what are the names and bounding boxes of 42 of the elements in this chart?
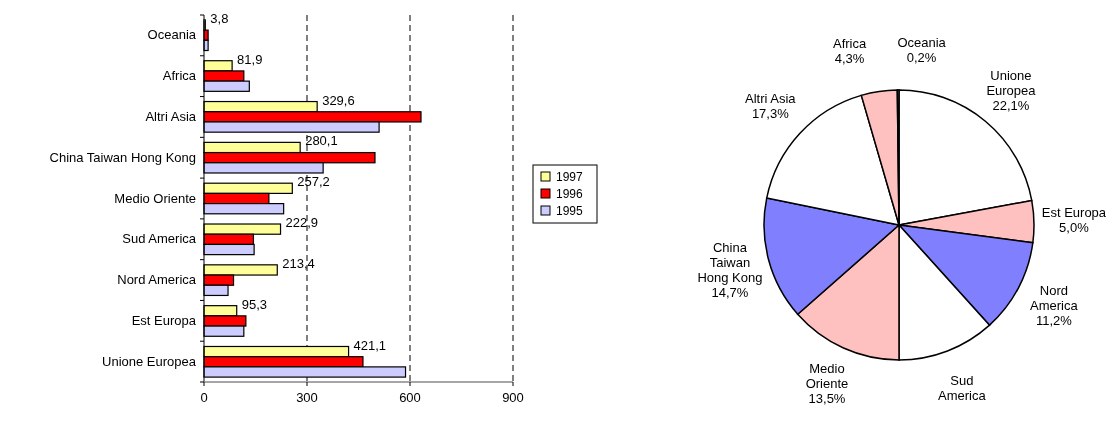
data-label: 280,1 <box>305 133 338 149</box>
y-tick-label: Est Europa <box>131 312 197 328</box>
data-label: 4,3% <box>834 51 865 67</box>
data-label: 257,2 <box>297 174 330 190</box>
data-label: 329,6 <box>322 92 355 108</box>
y-tick-label: Nord America <box>117 272 197 288</box>
slice-label: Medio Oriente <box>805 361 849 392</box>
legend-label: 1995 <box>556 204 584 218</box>
data-label: 22,1% <box>992 97 1030 113</box>
y-tick-label: Africa <box>162 68 197 84</box>
x-tick-label: 600 <box>399 390 421 405</box>
slice-label: China Taiwan Hong Kong <box>697 239 763 285</box>
x-tick-label: 0 <box>200 390 208 405</box>
x-tick-label: 300 <box>296 390 318 405</box>
x-tick-label: 900 <box>502 390 524 405</box>
slice-label: Sud America <box>938 372 987 403</box>
slice-label: Unione Europea <box>986 67 1037 98</box>
data-label: 213,4 <box>282 255 315 271</box>
data-label: 14,7% <box>711 284 749 300</box>
data-label: 222,9 <box>285 215 319 231</box>
legend-label: 1996 <box>556 187 584 201</box>
slice-label: Oceania <box>897 34 947 50</box>
data-label: 17,3% <box>751 105 790 121</box>
y-tick-label: Oceania <box>147 27 197 43</box>
slice-label: Nord America <box>1030 283 1079 314</box>
y-tick-label: Sud America <box>122 231 197 247</box>
data-label: 11,2% <box>1035 313 1073 329</box>
y-tick-label: Altri Asia <box>145 108 197 124</box>
data-label: 13,5% <box>808 391 846 407</box>
slice-label: Altri Asia <box>745 90 797 106</box>
data-label: 81,9 <box>237 51 263 67</box>
data-label: 0,2% <box>906 49 937 65</box>
slice-label: Africa <box>832 36 867 52</box>
legend-label: 1997 <box>556 170 584 184</box>
data-label: 5,0% <box>1059 220 1090 236</box>
y-tick-label: Unione Europea <box>102 353 197 369</box>
data-label: 421,1 <box>353 337 387 353</box>
data-label: 3,8 <box>210 11 229 26</box>
slice-label: Est Europa <box>1041 205 1107 221</box>
data-label: 95,3 <box>241 296 268 312</box>
y-tick-label: Medio Oriente <box>114 190 196 206</box>
y-tick-label: China Taiwan Hong Kong <box>49 149 196 165</box>
